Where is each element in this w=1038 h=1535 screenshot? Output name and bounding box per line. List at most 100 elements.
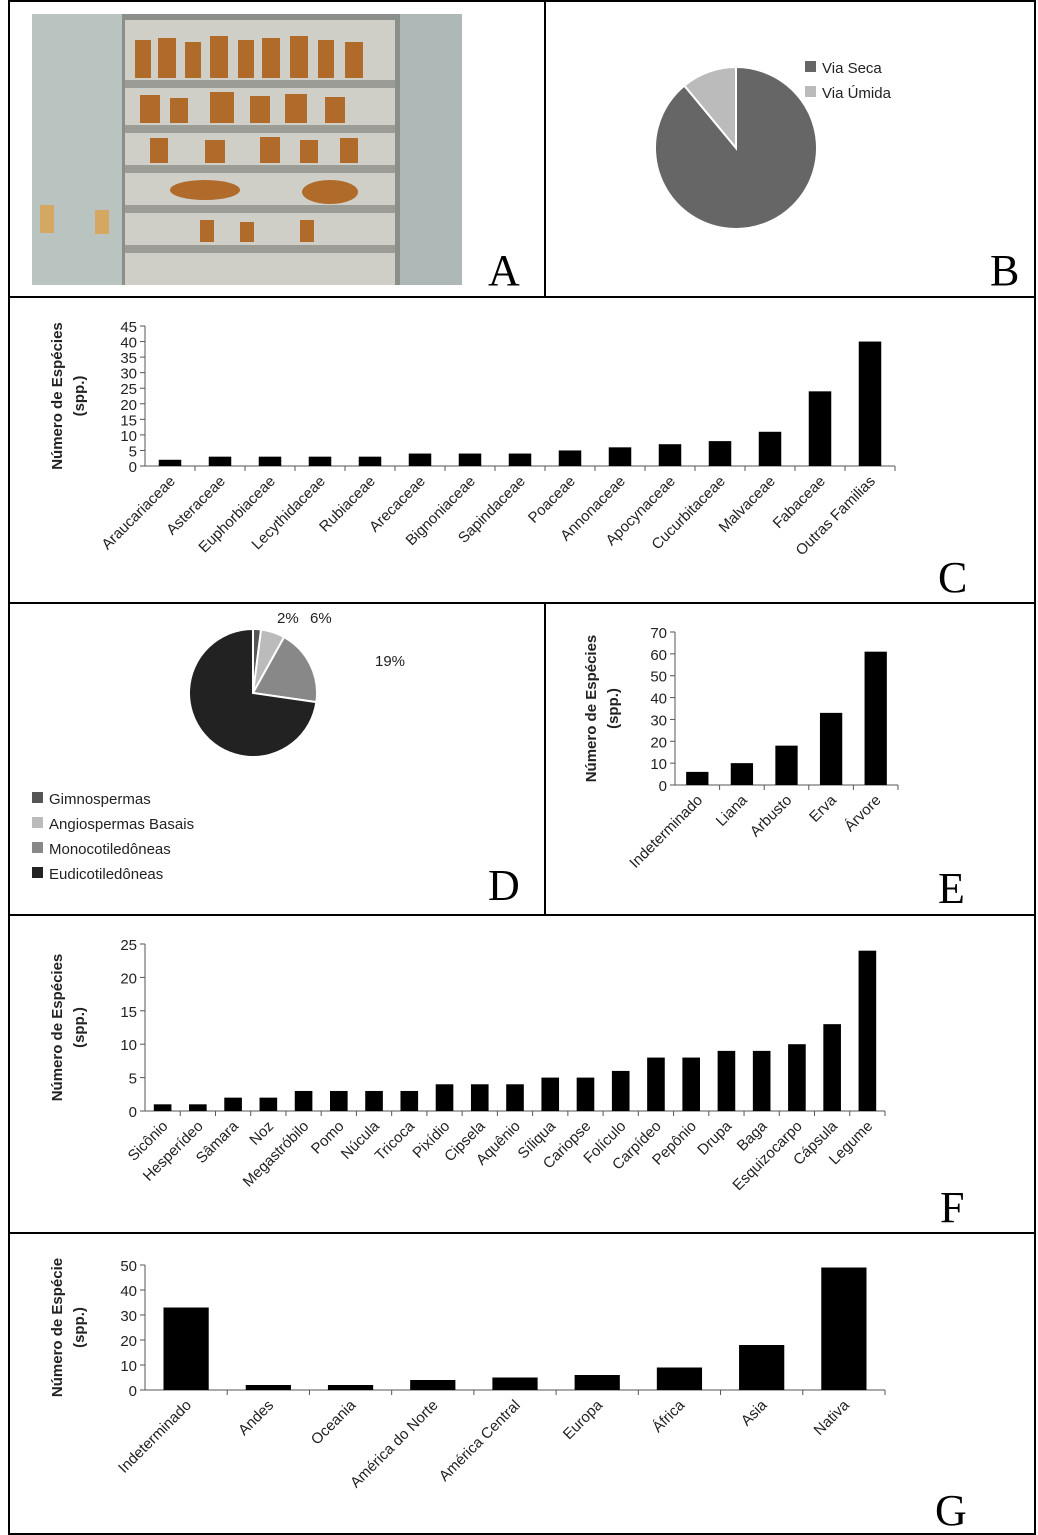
bar [259,1097,278,1111]
y-axis-label: Número de Espécies [49,954,66,1102]
panel-label: D [488,861,520,910]
y-tick-label: 30 [120,1308,137,1325]
legend-label: Via Seca [822,60,882,77]
legend-label: Angiospermas Basais [49,816,194,833]
y-tick-label: 25 [120,381,137,398]
y-tick-label: 30 [650,712,667,729]
x-tick-label: Árvore [841,792,884,835]
bar [864,651,887,785]
legend-label: Gimnospermas [49,791,151,808]
data-label: 72% [228,720,258,737]
bar [686,771,709,785]
bar [541,1077,560,1111]
y-tick-label: 40 [650,691,667,708]
outer-frame [8,0,1036,1535]
bar [823,1024,841,1111]
bar [608,447,632,466]
bar [508,453,532,466]
bar [506,1084,524,1111]
bar [163,1307,209,1390]
photo [32,14,462,285]
x-tick-label: Arbusto [747,792,796,841]
legend-swatch [805,61,816,72]
bar [656,1367,703,1390]
bar [294,1090,313,1111]
panel-label: E [938,864,965,913]
bar [611,1070,630,1111]
bar [327,1385,374,1390]
bar [558,450,582,466]
y-tick-label: 25 [120,937,137,954]
bar [808,391,832,466]
bar [717,1050,736,1111]
glass-door [32,14,122,285]
bar [189,1104,207,1111]
y-axis-label: Número de Espécie [49,1258,66,1397]
y-tick-label: 20 [120,970,137,987]
bar [739,1345,785,1390]
legend-swatch [32,792,43,803]
frames [8,0,1036,1535]
bar [458,453,482,466]
x-tick-label: Tricoca [372,1117,419,1164]
bar [574,1375,620,1390]
bar [308,456,332,466]
x-tick-label: Asia [738,1396,771,1429]
bar [658,444,682,466]
bar [819,712,843,785]
jars [40,36,363,242]
x-tick-label: América do Norte [347,1397,442,1492]
bar [647,1057,665,1111]
bar [245,1385,291,1390]
bar [492,1377,538,1390]
y-tick-label: 10 [120,1037,137,1054]
shelves [125,80,395,253]
legend-swatch [805,86,816,97]
bar [752,1050,771,1111]
y-tick-label: 40 [120,1283,137,1300]
panel-label: A [488,246,520,295]
panel-label: C [938,553,967,602]
data-label: 6% [310,610,332,627]
bar [775,745,798,785]
bar [858,341,882,466]
bar [410,1380,456,1390]
y-tick-label: 45 [120,319,137,336]
y-axis-label: (spp.) [605,688,622,729]
glass-door [400,14,462,285]
x-tick-label: Erva [806,791,840,825]
bar [708,441,732,466]
x-tick-label: Noz [246,1118,277,1149]
panel-label: F [940,1183,964,1232]
x-tick-label: Indeterminado [626,792,706,872]
y-tick-label: 50 [120,1258,137,1275]
y-tick-label: 50 [650,669,667,686]
bar [224,1097,242,1111]
bar [158,459,182,466]
y-tick-label: 20 [650,734,667,751]
y-axis-label: (spp.) [71,376,88,417]
bar [470,1084,489,1111]
y-tick-label: 20 [120,397,137,414]
x-tick-label: Liana [713,791,751,829]
y-axis-label: (spp.) [71,1307,88,1348]
data-label: 2% [277,610,299,627]
y-tick-label: 70 [650,625,667,642]
bar [258,456,282,466]
y-tick-label: 15 [120,1004,137,1021]
y-tick-label: 10 [650,756,667,773]
bar [682,1057,700,1111]
legend-label: Via Úmida [822,85,892,102]
bar [788,1044,806,1111]
x-tick-label: Andes [235,1397,277,1439]
y-tick-label: 5 [129,443,137,460]
bar [435,1084,454,1111]
bar [576,1077,595,1111]
bar [153,1104,172,1111]
y-tick-label: 60 [650,647,667,664]
pie-slice [188,627,318,758]
bar [400,1090,419,1111]
y-tick-label: 35 [120,350,137,367]
bar [758,431,782,466]
